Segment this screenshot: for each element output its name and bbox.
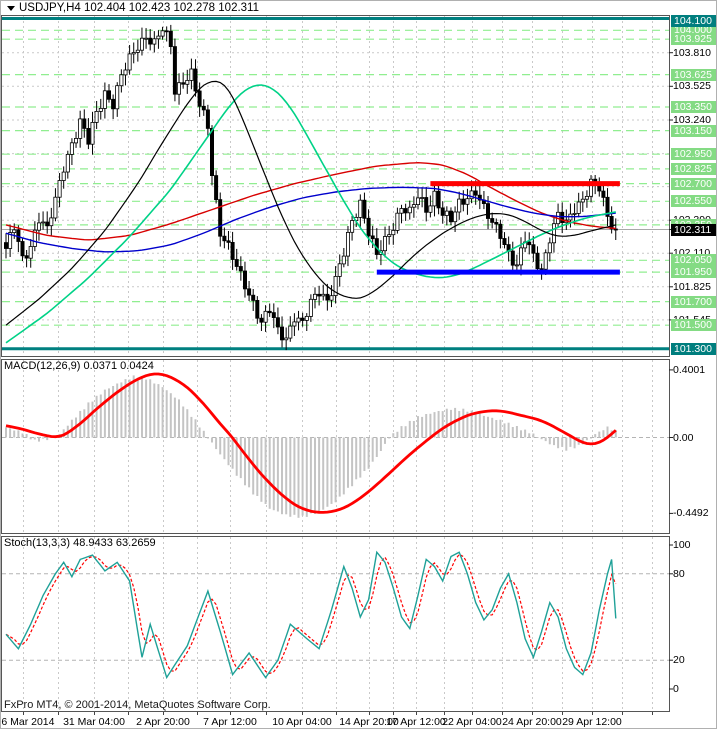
main-price-chart-panel[interactable]: 103.810103.525103.240102.390102.110101.8… <box>1 15 717 357</box>
axis-label: 103.525 <box>673 80 711 93</box>
time-tick <box>302 712 303 715</box>
axis-label: 100 <box>673 539 691 551</box>
time-tick <box>369 712 370 715</box>
axis-label: 80 <box>673 567 685 580</box>
stoch-level-lines <box>2 573 669 661</box>
time-label: 31 Mar 04:00 <box>63 716 125 728</box>
axis-label: 104.100 <box>671 15 716 27</box>
axis-label: 103.350 <box>671 100 716 113</box>
time-tick <box>393 712 394 715</box>
time-tick <box>444 712 445 715</box>
time-tick <box>94 712 95 715</box>
time-tick <box>266 712 267 715</box>
time-tick <box>197 712 198 715</box>
axis-label: 103.625 <box>671 68 716 81</box>
symbol-dropdown-icon[interactable] <box>7 6 15 11</box>
axis-label: 101.500 <box>671 319 716 332</box>
time-label: 26 Mar 2014 <box>0 716 55 728</box>
time-tick <box>472 712 473 715</box>
panel-border <box>1 359 670 534</box>
macd-signal-line <box>5 372 617 514</box>
platform-copyright: FxPro MT4, © 2001-2014, MetaQuotes Softw… <box>4 699 271 711</box>
time-label: 29 Apr 12:00 <box>562 716 622 728</box>
time-tick <box>163 712 164 715</box>
panel-border <box>1 536 670 712</box>
time-label: 2 Apr 20:00 <box>136 716 190 728</box>
macd-indicator-label: MACD(12,26,9) 0.0371 0.0424 <box>4 360 154 372</box>
time-axis[interactable]: 26 Mar 2014 31 Mar 04:00 2 Apr 20:00 7 Apr … <box>0 712 716 728</box>
time-label: 7 Apr 12:00 <box>203 716 257 728</box>
axis-label: 103.240 <box>673 113 711 126</box>
stoch-main-line <box>5 550 617 680</box>
time-tick <box>622 712 623 715</box>
axis-label: 102.950 <box>671 148 716 161</box>
axis-label: -0.4492 <box>673 507 709 520</box>
time-label: 17 Apr 12:00 <box>386 716 446 728</box>
axis-label: 102.550 <box>671 195 716 208</box>
axis-label: 102.050 <box>671 254 716 267</box>
time-label: 14 Apr 20:00 <box>339 716 399 728</box>
macd-histogram <box>5 375 617 518</box>
axis-label: 0.00 <box>673 431 694 444</box>
macd-chart-canvas[interactable] <box>1 359 717 534</box>
stochastic-chart-canvas[interactable] <box>1 536 717 712</box>
ma-green <box>5 84 616 344</box>
axis-label: 101.825 <box>673 280 711 293</box>
time-tick <box>128 712 129 715</box>
time-label: 24 Apr 20:00 <box>502 716 562 728</box>
teal-boundary-lines <box>1 17 669 351</box>
time-tick <box>23 712 24 715</box>
axis-label: 101.300 <box>671 342 716 355</box>
axis-label: 102.825 <box>671 162 716 175</box>
ma-blue <box>5 186 616 253</box>
axis-label: 0 <box>673 683 679 695</box>
time-tick <box>652 712 653 715</box>
stochastic-indicator-label: Stoch(13,3,3) 48.9433 63.2659 <box>4 537 156 549</box>
time-tick <box>502 712 503 715</box>
chart-title: USDJPY,H4 102.404 102.423 102.278 102.31… <box>19 2 259 14</box>
time-tick <box>562 712 563 715</box>
axis-label: 101.700 <box>671 295 716 308</box>
axis-label: 102.700 <box>671 177 716 190</box>
price-chart-canvas[interactable] <box>1 15 717 357</box>
time-tick <box>230 712 231 715</box>
vertical-gridlines <box>23 537 653 711</box>
macd-indicator-panel[interactable]: MACD(12,26,9) 0.0371 0.0424 0.4001 0.00 -0… <box>1 359 717 534</box>
time-tick <box>58 712 59 715</box>
axis-label: 20 <box>673 654 685 667</box>
time-tick <box>592 712 593 715</box>
time-tick <box>532 712 533 715</box>
axis-label: 103.925 <box>671 33 716 46</box>
time-tick <box>416 712 417 715</box>
axis-label: 103.810 <box>673 46 711 59</box>
current-price-label: 102.311 <box>671 223 716 236</box>
stoch-signal-line <box>5 553 617 675</box>
axis-label: 103.150 <box>671 124 716 137</box>
ma-black <box>5 80 616 326</box>
time-label: 22 Apr 04:00 <box>442 716 502 728</box>
panel-border <box>1 15 670 357</box>
axis-label: 101.950 <box>671 266 716 279</box>
axis-label: 0.4001 <box>673 363 706 376</box>
stochastic-indicator-panel[interactable]: Stoch(13,3,3) 48.9433 63.2659 FxPro MT4,… <box>1 536 717 712</box>
time-label: 10 Apr 04:00 <box>272 716 332 728</box>
ma-red <box>5 161 616 241</box>
time-tick <box>336 712 337 715</box>
chart-title-bar: USDJPY,H4 102.404 102.423 102.278 102.31… <box>1 1 716 15</box>
